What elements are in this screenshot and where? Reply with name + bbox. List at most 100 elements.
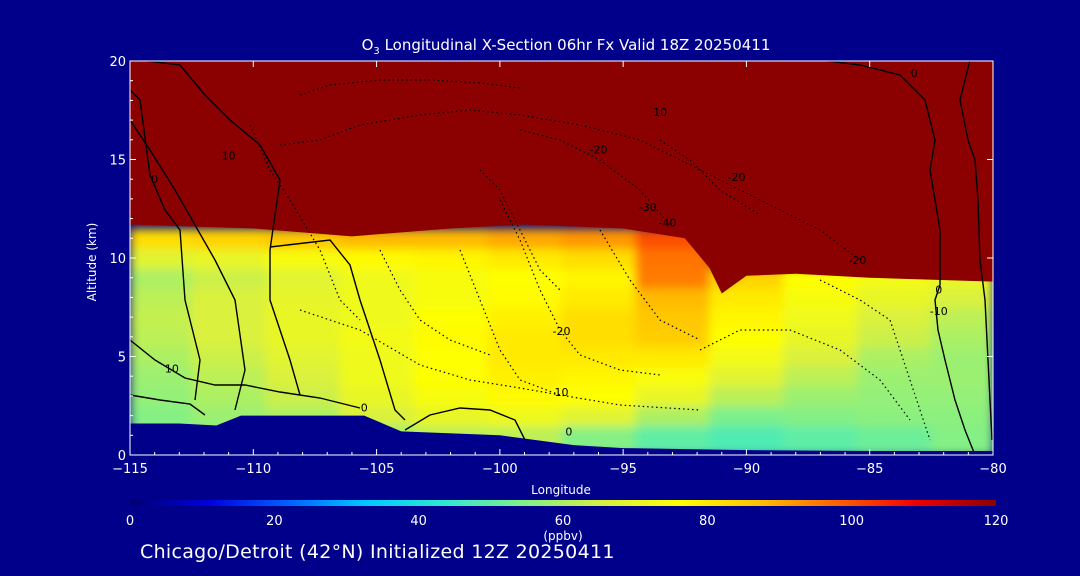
ozone-cell [130,307,193,328]
x-tick-label: −85 [856,462,883,477]
ozone-cell [931,346,993,368]
ozone-cell [635,248,711,269]
ozone-cell [635,366,711,388]
ozone-cell [561,228,637,250]
ozone-cell [339,267,415,289]
terrain [130,415,993,455]
ozone-cell [561,267,637,289]
ozone-cell [130,287,193,309]
x-axis-label: Longitude [531,483,591,497]
ozone-cell [783,366,859,388]
ozone-cell [931,366,993,388]
contour-label: -20 [728,171,746,184]
ozone-cell [413,326,489,348]
ozone-cell [130,248,193,269]
ozone-cell [413,287,489,309]
colorbar-label: (ppbv) [543,529,582,543]
ozone-cell [265,307,341,328]
ozone-cell [487,287,563,309]
x-tick-label: −100 [482,462,518,477]
ozone-cell [857,287,933,309]
ozone-cell [265,326,341,348]
ozone-cell [931,287,993,309]
contour-label: -10 [930,305,948,318]
ozone-cell [339,326,415,348]
footer-caption: Chicago/Detroit (42°N) Initialized 12Z 2… [140,541,615,563]
y-tick-label: 10 [109,252,126,267]
ozone-cell [709,366,785,388]
ozone-cell [265,366,341,388]
y-tick-label: 0 [118,449,126,464]
ozone-cell [265,287,341,309]
x-tick-label: −90 [733,462,760,477]
ozone-cell [857,326,933,348]
ozone-cell [130,366,193,388]
colorbar-tick-label: 40 [410,514,427,529]
ozone-cell [857,346,933,368]
contour-label: 10 [165,362,179,375]
contour-label: 0 [565,425,572,438]
ozone-cell [709,386,785,407]
contour-line-dotted [299,309,561,396]
ozone-cell [413,405,489,427]
ozone-cell [635,386,711,407]
contour-line-solid [130,119,246,411]
contour-line-solid [822,61,941,285]
ozone-cell [339,346,415,368]
chart-title: O3 Longitudinal X-Section 06hr Fx Valid … [362,36,771,57]
ozone-cell [413,386,489,407]
ozone-cell [635,307,711,328]
contour-line-dotted [279,109,861,261]
contour-label: -40 [659,217,677,230]
contour-label: 0 [935,284,942,297]
ozone-cell [561,346,637,368]
contour-labels: 0 10 -20 10 0 -30-40 -20 -20 -10 -20 10 10 0 0 0 [151,67,948,439]
contour-label: -30 [639,201,657,214]
x-tick-label: −110 [235,462,271,477]
ozone-cell [265,386,341,407]
ozone-cell [487,346,563,368]
ozone-cell [561,248,637,269]
ozone-cell [635,267,711,289]
ozone-cell [561,386,637,407]
contour-line-dotted [249,124,361,321]
ozone-cell [487,326,563,348]
ozone-cell [487,267,563,289]
ozone-cell [709,346,785,368]
ozone-cell [857,405,933,427]
x-axis: −115 −110 −105 −100 −95 −90 −85 −80 [112,61,1007,477]
ozone-cell [709,287,785,309]
ozone-cell [783,346,859,368]
contour-line-solid [934,284,976,455]
ozone-cell [339,287,415,309]
y-tick-label: 5 [118,351,126,366]
ozone-cell [635,326,711,348]
ozone-cell [783,386,859,407]
ozone-cell [191,248,267,269]
ozone-cell [783,326,859,348]
ozone-cell [413,228,489,250]
ozone-cell [191,307,267,328]
colorbar-tick-label: 60 [555,514,572,529]
contour-lines [130,61,993,455]
contour-label: -20 [848,254,866,267]
ozone-cell [191,386,267,407]
ozone-cell [709,326,785,348]
contour-label: 0 [911,67,918,80]
contour-line-dotted [699,329,911,421]
colorbar-tick-label: 100 [839,514,864,529]
contour-label: 10 [653,106,667,119]
ozone-cell [857,366,933,388]
ozone-cell [130,228,193,250]
ozone-cell [561,366,637,388]
contour-line-solid [142,61,301,396]
ozone-cell [487,366,563,388]
contour-line-solid [269,239,406,421]
ozone-cell [783,425,859,455]
ozone-cell [191,287,267,309]
ozone-cell [191,346,267,368]
contour-line-solid [130,339,361,409]
contour-label: -20 [553,325,571,338]
contour-line-dotted [819,279,931,441]
